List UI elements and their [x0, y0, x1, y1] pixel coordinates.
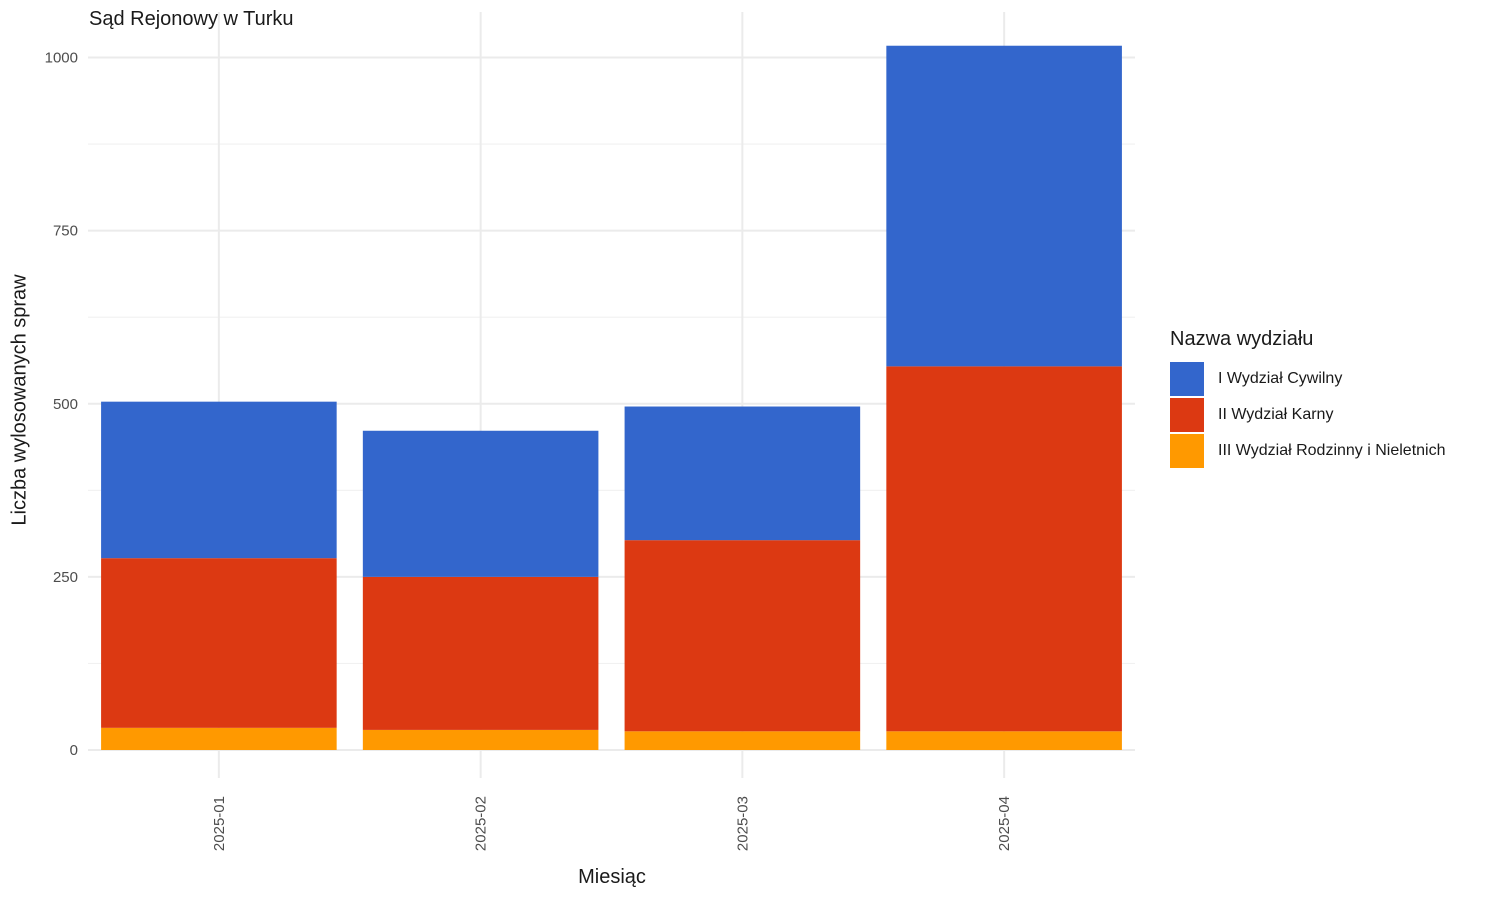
y-tick-label: 500 — [53, 396, 78, 413]
legend: Nazwa wydziału I Wydział Cywilny II Wydz… — [1170, 328, 1446, 469]
chart-title: Sąd Rejonowy w Turku — [89, 8, 294, 30]
bar-segment — [101, 558, 337, 728]
x-axis-label: Miesiąc — [578, 866, 646, 888]
legend-label-rodzinny: III Wydział Rodzinny i Nieletnich — [1218, 442, 1446, 459]
legend-item-cywilny: I Wydział Cywilny — [1170, 361, 1446, 397]
bar-segment — [624, 731, 861, 750]
bar-segment — [886, 731, 1122, 750]
y-tick-label: 250 — [53, 569, 78, 586]
bar-segment — [101, 401, 337, 559]
legend-key-karny — [1170, 398, 1204, 432]
bar-segment — [362, 430, 599, 577]
bar-segment — [886, 45, 1122, 367]
x-tick-label: 2025-03 — [734, 796, 751, 851]
y-tick-label: 750 — [53, 223, 78, 240]
bar-segment — [624, 406, 861, 541]
legend-key-rodzinny — [1170, 434, 1204, 468]
x-tick-label: 2025-04 — [996, 796, 1013, 851]
legend-item-karny: II Wydział Karny — [1170, 397, 1446, 433]
y-tick-label: 1000 — [45, 50, 78, 67]
legend-label-cywilny: I Wydział Cywilny — [1218, 370, 1343, 387]
bar-segment — [362, 729, 599, 750]
bar-segment — [101, 727, 337, 750]
y-axis-ticks: 0 250 500 750 1000 — [45, 50, 78, 760]
bar-segment — [886, 366, 1122, 732]
x-axis-ticks: 2025-01 2025-02 2025-03 2025-04 — [211, 796, 1013, 851]
legend-label-karny: II Wydział Karny — [1218, 406, 1334, 423]
bar-segment — [624, 540, 861, 732]
legend-key-cywilny — [1170, 362, 1204, 396]
bar-stacks — [101, 45, 1122, 750]
x-tick-label: 2025-01 — [211, 796, 228, 851]
legend-item-rodzinny: III Wydział Rodzinny i Nieletnich — [1170, 433, 1446, 469]
x-tick-label: 2025-02 — [473, 796, 490, 851]
bar-segment — [362, 576, 599, 730]
y-tick-label: 0 — [70, 742, 78, 759]
y-axis-label: Liczba wylosowanych spraw — [8, 274, 31, 526]
legend-title: Nazwa wydziału — [1170, 328, 1314, 350]
